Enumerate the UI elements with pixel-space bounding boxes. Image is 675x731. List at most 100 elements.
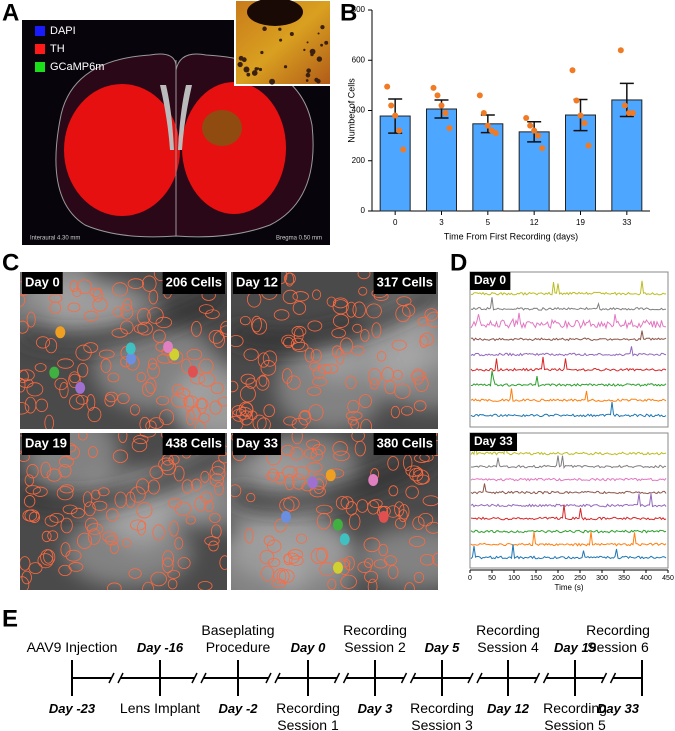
x-tick-label: 33 [622, 218, 631, 227]
field-day: Day 12 [236, 274, 278, 289]
cell-contour [112, 282, 128, 297]
break-gap [537, 675, 546, 681]
x-axis-label: Time (s) [554, 583, 583, 592]
cell-contour [283, 416, 297, 426]
cell-contour [75, 344, 92, 361]
cell-contour [424, 308, 438, 321]
cell-contour [347, 416, 358, 426]
cell-contour [199, 358, 214, 374]
cell-contour [147, 358, 158, 370]
highlighted-cell [163, 340, 174, 353]
cell-contour [92, 297, 108, 312]
cell-contour [240, 402, 254, 418]
cell-contour [145, 377, 157, 394]
inset-cell [320, 43, 324, 47]
cell-contour [231, 380, 239, 393]
highlighted-cell [187, 365, 198, 378]
data-point [539, 145, 546, 152]
inset-cell [306, 41, 309, 44]
cell-contour [130, 519, 147, 531]
cell-contour [159, 409, 175, 426]
highlighted-cell [75, 381, 86, 394]
event-label: Recording Session 4 [476, 622, 540, 655]
cell-contour [432, 552, 438, 566]
cell-contour [181, 358, 192, 374]
event-label: Baseplating Procedure [201, 622, 275, 655]
inset-cell [260, 50, 264, 55]
highlighted-cell [332, 561, 343, 574]
cell-contour [147, 479, 160, 495]
cell-contour [156, 395, 170, 406]
highlighted-cell [55, 326, 66, 339]
cell-contour [114, 491, 127, 508]
data-point [585, 142, 592, 149]
data-point [581, 120, 588, 127]
data-point [523, 115, 530, 122]
cell-contour [45, 338, 58, 354]
label-bg [373, 433, 436, 455]
cell-contour [394, 517, 406, 529]
calcium-trace [470, 370, 667, 387]
label-bg [373, 272, 436, 294]
imaging-field [20, 433, 227, 590]
inset-cell [305, 72, 311, 78]
cell-contour [44, 515, 59, 527]
event-label: Recording Session 3 [410, 700, 474, 731]
cell-contour [281, 334, 296, 347]
cell-contour [142, 381, 155, 397]
cell-contour [77, 433, 88, 441]
field-day: Day 19 [25, 435, 67, 450]
cell-contour [426, 311, 438, 328]
cell-contour [219, 325, 227, 337]
cell-contour [306, 462, 323, 473]
x-tick-label: 400 [640, 575, 652, 582]
highlighted-cell [325, 469, 336, 482]
calcium-trace [470, 531, 667, 547]
cell-contour [68, 562, 84, 572]
cell-contour [71, 507, 85, 519]
cell-contour [58, 564, 72, 577]
event-day: Day 5 [424, 640, 460, 655]
data-point [484, 122, 491, 129]
cell-contour [129, 486, 146, 503]
cell-contour [133, 434, 149, 445]
highlighted-cell [378, 510, 389, 523]
cell-contour [148, 289, 159, 305]
cell-contour [217, 397, 227, 407]
calcium-trace [470, 504, 667, 521]
y-tick-label: 600 [352, 55, 366, 64]
cell-contour [231, 415, 244, 429]
inset-dark [247, 0, 303, 26]
cell-contour [210, 524, 222, 539]
cell-contour [129, 404, 140, 416]
cell-contour [107, 372, 120, 383]
calcium-trace [470, 529, 667, 534]
inset-cell [237, 61, 243, 68]
cell-contour [388, 485, 399, 497]
inset-cell [306, 68, 311, 73]
field-day: Day 0 [25, 274, 60, 289]
cell-contour [239, 315, 251, 326]
cell-contour [198, 304, 214, 314]
cell-contour [323, 363, 339, 374]
legend-swatch [35, 44, 45, 54]
cell-contour [25, 485, 41, 495]
cell-contour [258, 374, 268, 387]
cell-contour [345, 501, 358, 516]
cell-contour [209, 512, 221, 523]
cell-contour [142, 581, 155, 590]
cell-contour [214, 481, 224, 496]
vessel [231, 446, 438, 509]
cell-contour [263, 404, 275, 418]
label-bg [470, 433, 518, 451]
cell-contour [413, 571, 425, 584]
cell-contour [244, 527, 254, 544]
cell-contour [239, 385, 256, 403]
cell-contour [276, 569, 287, 583]
imaging-field [231, 272, 438, 429]
cell-contour [24, 396, 37, 414]
cell-contour [307, 320, 323, 332]
imaging-field [231, 433, 438, 590]
cell-contour [87, 407, 102, 423]
cell-contour [204, 500, 214, 513]
